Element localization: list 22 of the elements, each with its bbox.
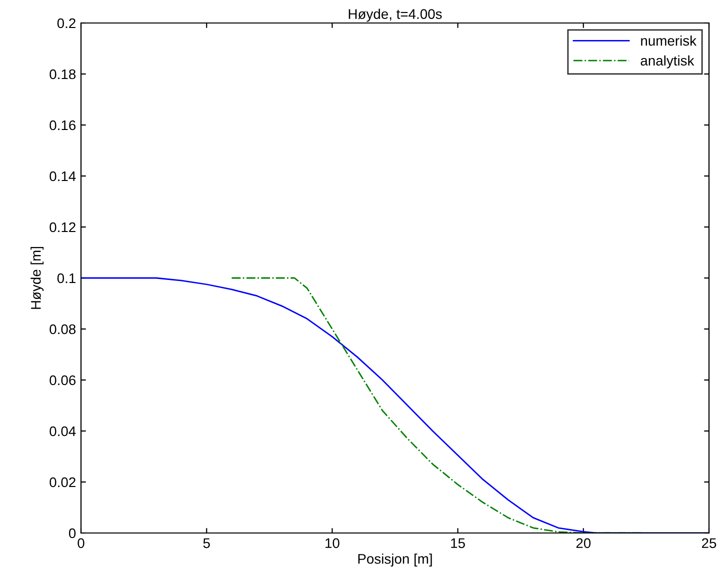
y-tick-label: 0.08: [50, 324, 76, 334]
x-tick-label: 0: [78, 538, 84, 548]
legend-label: numerisk: [641, 36, 697, 46]
y-tick-label: 0.2: [57, 18, 76, 28]
y-tick-label: 0.14: [50, 171, 76, 182]
y-tick-label: 0.16: [50, 120, 76, 130]
chart-title: Høyde, t=4.00s: [348, 8, 442, 22]
y-tick-label: 0.1: [57, 273, 76, 284]
legend-label: analytisk: [640, 55, 694, 68]
x-tick-label: 10: [326, 538, 340, 548]
x-tick-label: 20: [576, 538, 591, 548]
y-tick-label: 0.02: [50, 477, 76, 488]
x-tick-label: 5: [203, 538, 210, 548]
x-tick-label: 25: [702, 538, 716, 548]
y-tick-label: 0: [68, 528, 76, 538]
y-tick-label: 0.18: [50, 69, 76, 80]
y-tick-label: 0.06: [50, 375, 76, 386]
y-axis-title: Høyde [m]: [30, 246, 44, 309]
x-axis-title: Posisjon [m]: [358, 554, 432, 567]
x-tick-label: 15: [451, 538, 465, 548]
y-tick-label: 0.12: [50, 222, 76, 232]
y-tick-label: 0.04: [50, 426, 76, 436]
